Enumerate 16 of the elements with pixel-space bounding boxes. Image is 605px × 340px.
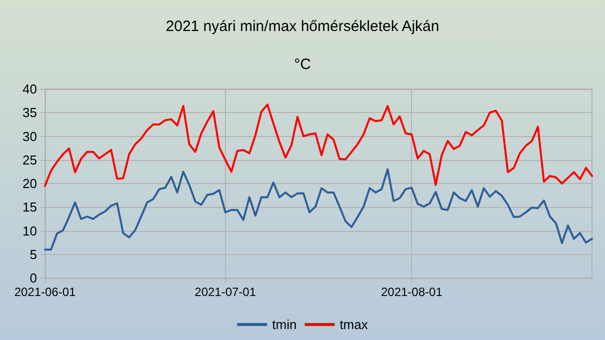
y-tick-label: 25 [22, 152, 37, 168]
y-tick-label: 15 [22, 200, 37, 215]
y-tick-label: 5 [30, 246, 37, 262]
y-tick-label: 30 [22, 128, 37, 144]
legend-label: tmax [340, 317, 368, 332]
x-tick-label: 2021-07-01 [194, 285, 256, 299]
legend-label: tmin [272, 317, 297, 332]
x-tick-label: 2021-08-01 [380, 285, 443, 299]
y-tick-label: 20 [22, 176, 37, 191]
y-tick-label: 0 [30, 270, 37, 286]
x-tick-label: 2021-06-01 [14, 285, 76, 299]
chart-title: 2021 nyári min/max hőmérsékletek Ajkán [166, 18, 440, 35]
y-tick-label: 40 [22, 82, 37, 96]
chart-subtitle: °C [294, 56, 312, 73]
y-tick-label: 35 [22, 105, 37, 120]
y-tick-label: 10 [22, 223, 37, 238]
